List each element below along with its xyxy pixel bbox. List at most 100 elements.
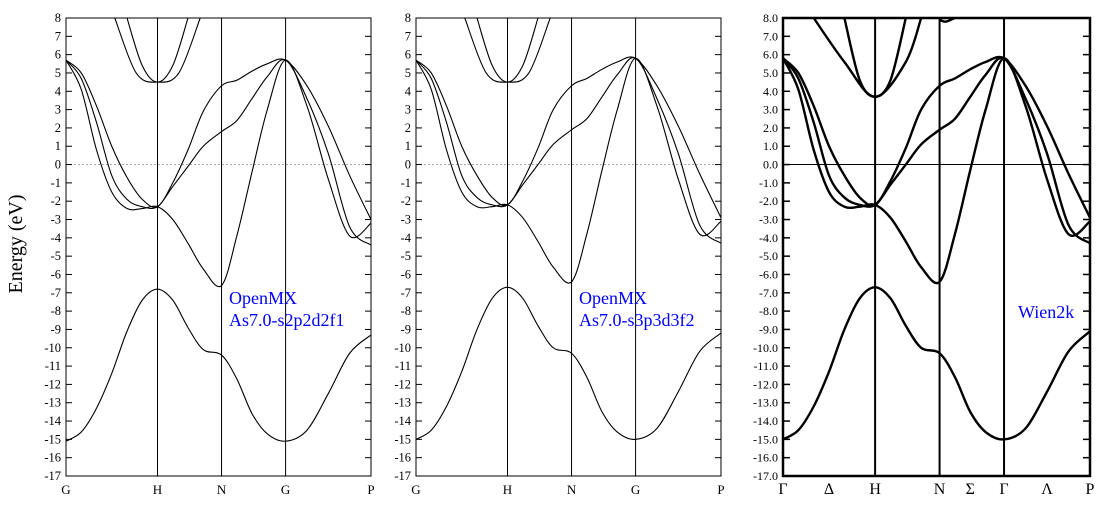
y-tick-label: -13 (394, 396, 411, 410)
band-line-6 (114, 18, 201, 83)
y-tick-label: 3.0 (763, 103, 778, 117)
x-tick-label: G (61, 482, 70, 497)
y-tick-label: -11.0 (753, 359, 778, 373)
y-tick-label: -10 (394, 341, 411, 355)
x-tick-label: G (281, 482, 290, 497)
y-tick-label: -15 (394, 432, 411, 446)
y-tick-label: 8 (55, 11, 61, 25)
band-line-2 (783, 57, 1090, 285)
y-tick-label: -5 (51, 249, 61, 263)
y-tick-label: 0.0 (763, 158, 778, 172)
band-line-1 (783, 286, 1090, 441)
x-tick-label: G (411, 482, 420, 497)
y-tick-label: -10.0 (753, 341, 778, 355)
y-tick-label: 1.0 (763, 139, 778, 153)
y-tick-label: 5.0 (763, 66, 778, 80)
x-tick-label: P (1086, 481, 1095, 498)
y-tick-label: -2 (401, 194, 411, 208)
x-tick-label: H (153, 482, 162, 497)
method-annotation-line: OpenMX (579, 288, 647, 308)
y-tick-label: -16 (394, 451, 411, 465)
y-tick-label: 2 (55, 121, 61, 135)
x-tick-label: N (934, 481, 946, 498)
y-tick-label: -12 (394, 377, 411, 391)
y-tick-label: -5.0 (759, 249, 778, 263)
band-curves (783, 18, 1090, 441)
y-tick-label: 7 (55, 29, 61, 43)
y-tick-label: -14 (44, 414, 61, 428)
y-tick-label: -15.0 (753, 432, 778, 446)
y-tick-label: -5 (401, 249, 411, 263)
y-tick-label: -6 (401, 267, 411, 281)
y-tick-label: -4 (401, 231, 412, 245)
plot-frame (65, 17, 372, 477)
y-tick-label: -16.0 (753, 451, 778, 465)
y-tick-label: -6 (51, 267, 61, 281)
x-tick-label: G (631, 482, 640, 497)
y-tick-label: 4.0 (763, 84, 778, 98)
method-annotation-line: OpenMX (229, 288, 297, 308)
y-tick-label: 6 (405, 48, 411, 62)
y-tick-label: 0 (405, 158, 411, 172)
y-tick-label: 3 (405, 103, 411, 117)
y-tick-label: -8 (51, 304, 61, 318)
y-tick-label: 5 (405, 66, 411, 80)
method-annotation-line: Wien2k (1018, 302, 1074, 322)
y-tick-label: 8.0 (763, 11, 778, 25)
y-tick-label: 7.0 (763, 29, 778, 43)
y-tick-label: -1 (401, 176, 411, 190)
y-tick-label: -17.0 (753, 469, 778, 483)
panel-openmx-s3p3d3f2: -17-16-15-14-13-12-11-10-9-8-7-6-5-4-3-2… (394, 11, 724, 497)
y-tick-label: -7 (401, 286, 411, 300)
y-tick-label: -2 (51, 194, 61, 208)
x-tick-label: Γ (999, 481, 1008, 498)
y-tick-label: -10 (44, 341, 61, 355)
panel-openmx-s2p2d2f1: -17-16-15-14-13-12-11-10-9-8-7-6-5-4-3-2… (44, 11, 374, 497)
y-tick-label: -12.0 (753, 377, 778, 391)
y-tick-label: -1.0 (759, 176, 778, 190)
x-tick-label: H (869, 481, 881, 498)
y-tick-label: -14.0 (753, 414, 778, 428)
y-tick-label: -3 (401, 213, 411, 227)
panel-wien2k: -17.0 -16.0 -15.0 -14.0 -13.0 -12.0 -11.0 -10.0… (753, 11, 1095, 498)
y-tick-label: 7 (405, 29, 411, 43)
band-line-3 (416, 57, 721, 244)
y-tick-label: -11 (395, 359, 411, 373)
y-tick-label: 2 (405, 121, 411, 135)
y-tick-label: -17 (44, 469, 61, 483)
x-tick-label: H (503, 482, 512, 497)
band-line-4 (416, 56, 721, 218)
y-tick-label: 6.0 (763, 48, 778, 62)
band-curves (66, 18, 371, 442)
band-line-4 (66, 58, 371, 220)
y-tick-label: -9 (401, 322, 411, 336)
y-tick-label: 8 (405, 11, 411, 25)
y-tick-label: -16 (44, 451, 61, 465)
band-line-2 (416, 57, 721, 284)
x-tick-label: N (217, 482, 227, 497)
y-tick-label: -3 (51, 213, 61, 227)
y-tick-label: -13.0 (753, 396, 778, 410)
y-tick-label: -13 (44, 396, 61, 410)
x-tick-label: N (567, 482, 577, 497)
plot-frame (781, 16, 1092, 478)
band-line-4 (783, 55, 1090, 219)
y-tick-label: -3.0 (759, 213, 778, 227)
x-tick-label: Δ (824, 481, 834, 498)
y-tick-label: -7 (51, 286, 61, 300)
method-annotation: OpenMX As7.0-s2p2d2f1 (229, 288, 345, 330)
band-line-3 (783, 56, 1090, 245)
y-tick-label: -9 (51, 322, 61, 336)
y-tick-label: 2.0 (763, 121, 778, 135)
band-line-6 (812, 18, 923, 98)
y-tick-label: 6 (55, 48, 61, 62)
band-line-1 (416, 286, 721, 440)
y-tick-label: -14 (394, 414, 411, 428)
y-tick-label: -1 (51, 176, 61, 190)
band-line-1 (66, 288, 371, 442)
method-annotation-line: As7.0-s3p3d3f2 (579, 310, 695, 330)
method-annotation: Wien2k (1018, 302, 1074, 322)
y-tick-label: -7.0 (759, 286, 778, 300)
y-tick-label: -12 (44, 377, 61, 391)
